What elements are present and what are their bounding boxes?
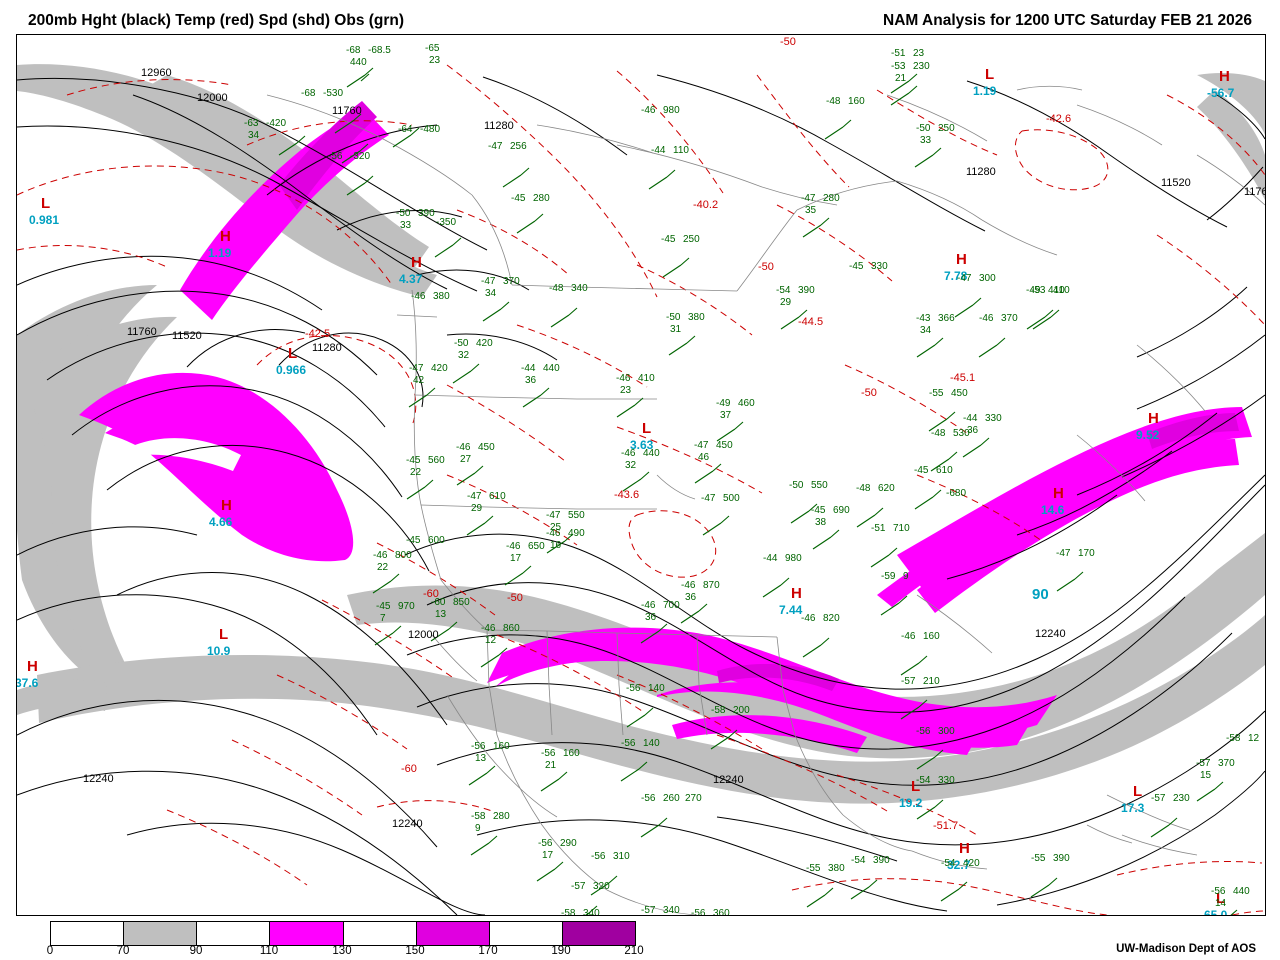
colorbar-tick: 0: [46, 945, 54, 957]
colorbar-tick: 110: [259, 945, 279, 957]
colorbar-tick: 170: [478, 945, 498, 957]
colorbar-cell: [270, 922, 344, 945]
colorbar-tick: 90: [189, 945, 203, 957]
credit-label: UW-Madison Dept of AOS: [1116, 943, 1256, 955]
colorbar-tick: 130: [332, 945, 352, 957]
temperature-contours: [17, 64, 1265, 915]
colorbar-tick: 150: [405, 945, 425, 957]
colorbar-tick: 190: [551, 945, 571, 957]
colorbar-cell: [489, 922, 563, 945]
colorbar: [50, 921, 636, 946]
colorbar-ticks: 0 70 90 110 130 150 170 190 210: [46, 945, 644, 959]
weather-map-canvas: [17, 64, 1265, 915]
station-observations: [278, 67, 1238, 915]
analysis-title: NAM Analysis for 1200 UTC Saturday FEB 2…: [883, 12, 1252, 29]
header: 200mb Hght (black) Temp (red) Spd (shd) …: [0, 0, 1280, 34]
colorbar-cell: [562, 922, 635, 945]
height-contours: [17, 74, 1265, 915]
colorbar-cell: [51, 922, 125, 945]
map-panel: 1296012000117601128011280115201176011760…: [16, 34, 1266, 916]
windspeed-shading: [17, 64, 1265, 804]
colorbar-cell: [124, 922, 198, 945]
page-title: 200mb Hght (black) Temp (red) Spd (shd) …: [28, 12, 405, 29]
colorbar-cell: [416, 922, 490, 945]
colorbar-cell: [197, 922, 271, 945]
colorbar-tick: 210: [624, 945, 644, 957]
colorbar-cell: [343, 922, 417, 945]
geography-outlines: [266, 85, 1265, 915]
colorbar-tick: 70: [116, 945, 130, 957]
